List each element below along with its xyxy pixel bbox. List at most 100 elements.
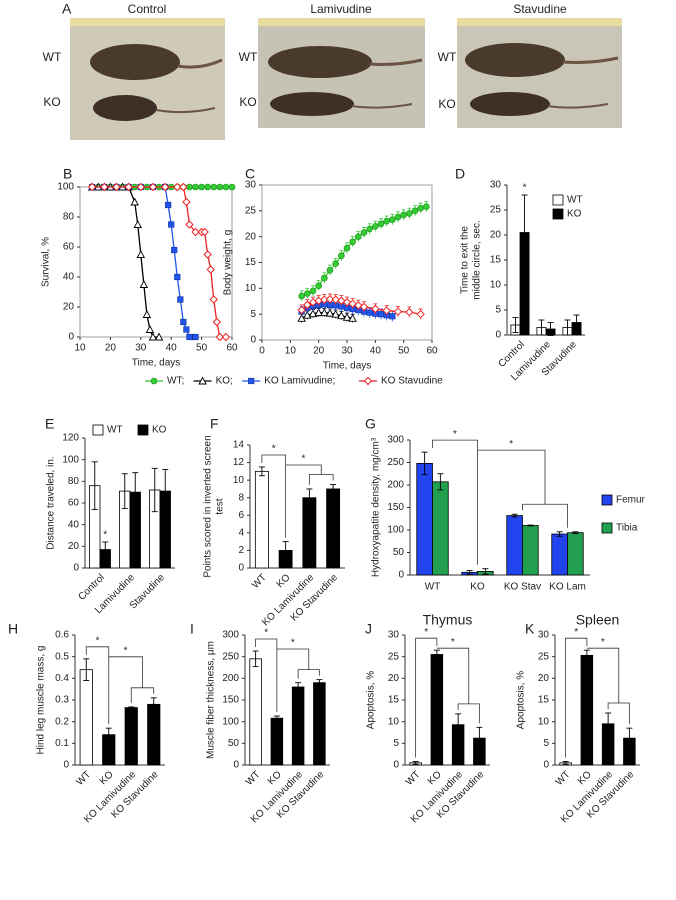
y-tick-label: 30 xyxy=(538,630,550,641)
x-tick-label: WT xyxy=(404,769,423,788)
tail xyxy=(369,58,423,66)
y-tick-label: 0 xyxy=(238,563,244,574)
marker xyxy=(248,377,255,385)
bar xyxy=(567,532,584,576)
y-tick-label: 20 xyxy=(538,673,550,684)
legend-label: KO xyxy=(152,425,167,436)
marker xyxy=(389,216,396,223)
series-line xyxy=(92,186,226,338)
marker xyxy=(406,210,413,217)
bar xyxy=(270,717,284,766)
y-tick-label: 60 xyxy=(63,242,75,253)
marker xyxy=(332,260,339,267)
marker xyxy=(405,307,414,317)
marker xyxy=(112,182,121,192)
x-tick-label: KO Stav xyxy=(504,582,541,593)
mouse xyxy=(470,92,550,116)
marker xyxy=(186,333,193,341)
marker xyxy=(165,201,172,209)
significance-bracket xyxy=(255,638,278,713)
marker xyxy=(355,233,362,240)
y-tick-label: 20 xyxy=(245,231,257,242)
series-line xyxy=(301,311,353,319)
x-tick-label: 20 xyxy=(313,346,325,357)
marker xyxy=(314,308,323,317)
y-tick-label: 0 xyxy=(233,760,239,771)
marker xyxy=(383,217,390,225)
y-tick-label: 0.1 xyxy=(55,738,69,749)
significance-bracket xyxy=(565,637,588,758)
marker xyxy=(325,308,335,317)
marker xyxy=(348,313,357,322)
y-tick-label: 40 xyxy=(63,272,75,283)
column-title: Control xyxy=(128,2,167,16)
y-axis-label: Distance traveled, in. xyxy=(46,456,57,549)
y-tick-label: 40 xyxy=(68,519,80,530)
marker xyxy=(150,377,158,385)
bar xyxy=(313,682,326,766)
bar xyxy=(506,515,523,576)
marker xyxy=(198,183,205,191)
marker xyxy=(180,318,187,326)
bar xyxy=(124,707,138,766)
y-tick-label: 60 xyxy=(68,498,80,509)
mouse xyxy=(268,46,372,78)
y-tick-label: 0.6 xyxy=(55,630,69,641)
marker xyxy=(366,309,373,316)
y-tick-label: 5 xyxy=(250,309,256,320)
y-axis-label: Survival, % xyxy=(41,237,52,287)
bar xyxy=(302,497,317,569)
marker xyxy=(204,183,211,191)
significance-star: * xyxy=(291,638,295,649)
marker xyxy=(315,282,322,290)
bar xyxy=(430,654,444,766)
ruler xyxy=(258,18,425,26)
bar xyxy=(416,462,433,576)
bar xyxy=(580,654,594,766)
marker xyxy=(400,211,407,219)
marker xyxy=(216,183,224,191)
mouse xyxy=(90,44,180,80)
y-tick-label: 50 xyxy=(393,547,405,558)
marker xyxy=(349,238,356,246)
significance-star: * xyxy=(453,429,457,440)
marker xyxy=(200,227,209,237)
significance-star: * xyxy=(96,635,100,646)
marker xyxy=(326,266,334,274)
y-tick-label: 0 xyxy=(68,332,74,343)
y-tick-label: 0.4 xyxy=(55,673,69,684)
marker xyxy=(209,295,218,304)
y-axis-label: Points scored in inverted screen xyxy=(203,435,214,577)
y-tick-label: 50 xyxy=(228,738,240,749)
marker xyxy=(192,183,199,191)
marker xyxy=(297,305,306,315)
significance-star: * xyxy=(424,627,428,638)
x-tick-label: WT xyxy=(425,582,441,593)
ruler xyxy=(457,18,622,26)
significance-star: * xyxy=(301,454,305,465)
y-axis-label: Apoptosis, % xyxy=(366,671,377,729)
legend-label: WT; xyxy=(167,376,184,387)
marker xyxy=(222,183,230,191)
y-tick-label: 100 xyxy=(222,716,239,727)
y-axis-label: Apoptosis, % xyxy=(516,671,527,729)
y-tick-label: 250 xyxy=(222,651,239,662)
x-tick-label: 50 xyxy=(196,343,208,354)
y-axis-label: Hydroxyapatite density, mg/cm³ xyxy=(371,437,382,577)
marker xyxy=(372,223,379,230)
marker xyxy=(393,307,403,316)
panel-letter: B xyxy=(63,166,72,182)
legend-swatch xyxy=(601,522,613,534)
marker xyxy=(177,296,184,303)
legend-label: KO; xyxy=(216,376,233,387)
marker xyxy=(183,326,190,333)
x-tick-label: 30 xyxy=(135,343,147,354)
marker xyxy=(382,306,391,315)
y-tick-label: 25 xyxy=(538,651,550,662)
bar xyxy=(432,481,449,576)
marker xyxy=(298,292,305,300)
marker xyxy=(411,207,419,215)
significance-bracket xyxy=(85,646,110,725)
marker xyxy=(320,308,329,317)
significance-bracket xyxy=(432,439,478,565)
